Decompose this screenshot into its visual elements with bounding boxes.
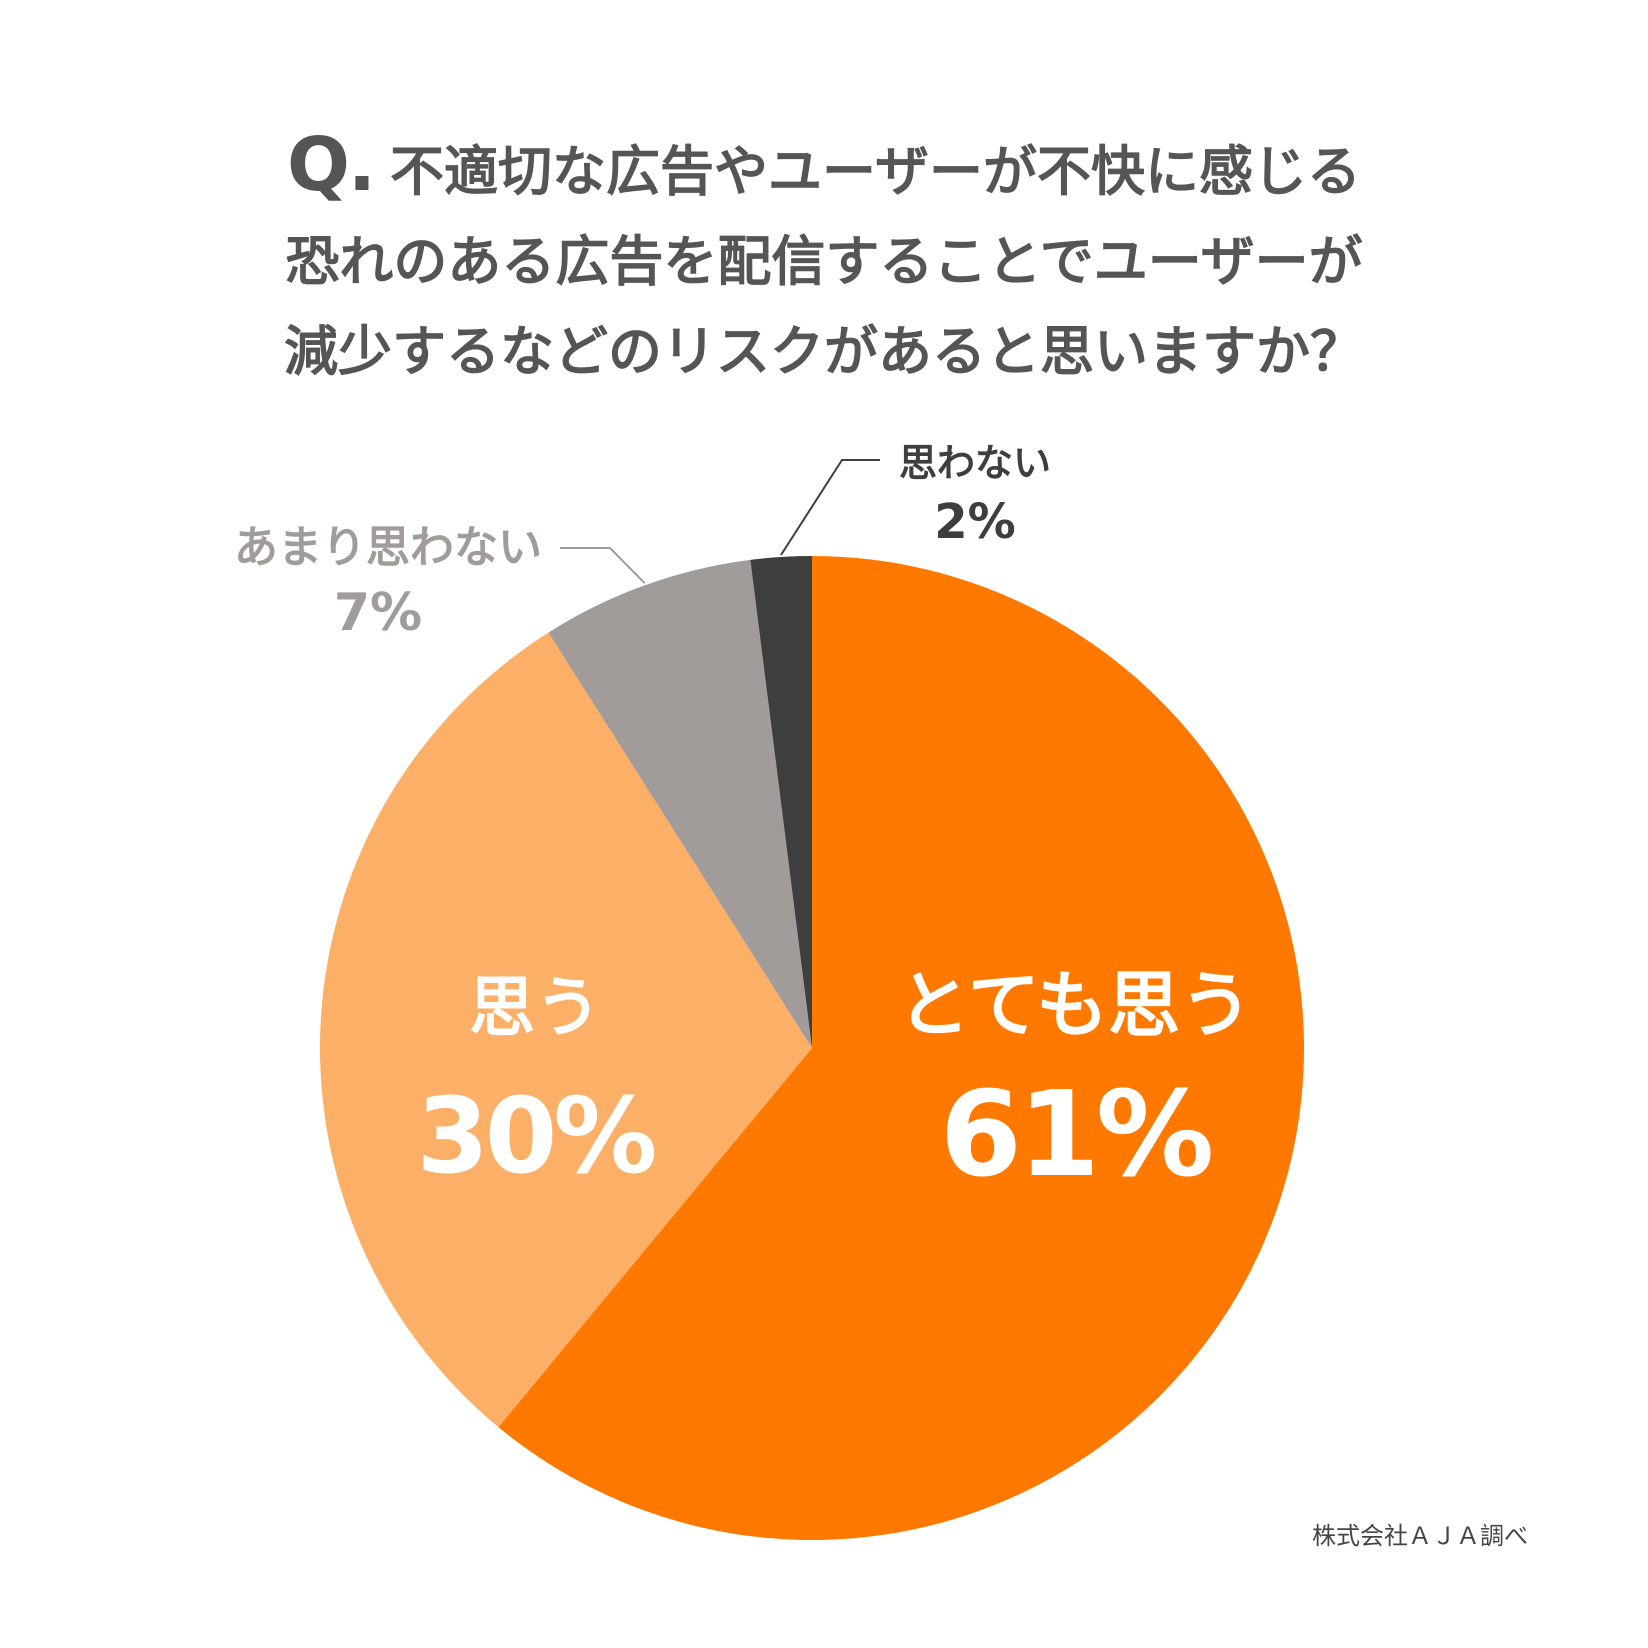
slice-label-4: 思わない bbox=[899, 441, 1051, 485]
slice-value-label-2: 30% bbox=[417, 1075, 655, 1197]
title-line-2: 恐れのある広告を配信することでユーザーが bbox=[285, 230, 1363, 293]
title-line-1: Q. 不適切な広告やユーザーが不快に感じる bbox=[0, 120, 1648, 217]
slice-value-label-4: 2% bbox=[934, 494, 1016, 550]
pie-slice-3 bbox=[548, 559, 812, 1048]
leader-line-3 bbox=[560, 547, 646, 584]
title-text-1: 不適切な広告やユーザーが不快に感じる bbox=[390, 140, 1361, 203]
slice-label-3: あまり思わない bbox=[234, 522, 542, 573]
slice-value-label-1: 61% bbox=[940, 1065, 1211, 1203]
leader-line-4 bbox=[780, 459, 880, 556]
slice-label-1: とても思う bbox=[898, 963, 1252, 1047]
title-line-3: 減少するなどのリスクがあると思いますか？ bbox=[284, 320, 1364, 383]
title-q-prefix: Q. bbox=[287, 122, 376, 208]
pie-slice-2 bbox=[320, 632, 812, 1428]
chart-title: Q. 不適切な広告やユーザーが不快に感じる 恐れのある広告を配信することでユーザー… bbox=[0, 120, 1648, 397]
pie-slice-4 bbox=[750, 556, 812, 1048]
slice-label-2: 思う bbox=[469, 969, 601, 1046]
source-note: 株式会社ＡＪＡ調べ bbox=[1312, 1522, 1528, 1550]
pie-slice-1 bbox=[498, 556, 1305, 1541]
slice-value-label-3: 7% bbox=[334, 583, 422, 643]
